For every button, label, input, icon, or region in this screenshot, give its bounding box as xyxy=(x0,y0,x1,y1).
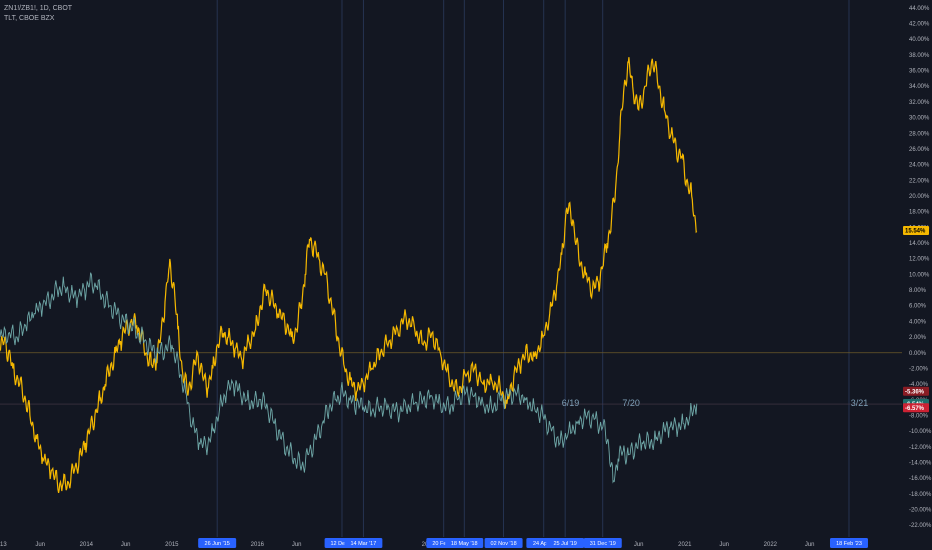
x-tick-label: 2016 xyxy=(251,542,265,548)
y-tick-label: -4.00% xyxy=(909,382,929,388)
highlight-date-badge xyxy=(445,538,484,548)
price-badge-label: 15.54% xyxy=(905,229,926,235)
highlight-date-badge xyxy=(484,538,523,548)
highlight-date-badge xyxy=(344,538,383,548)
highlight-date-label: 02 Nov '18 xyxy=(491,541,517,547)
x-tick-label: 2013 xyxy=(0,542,7,548)
y-tick-label: 18.00% xyxy=(909,210,930,216)
highlight-date-label: 12 Dec '1 xyxy=(330,541,353,547)
y-tick-label: 6.00% xyxy=(909,304,927,310)
y-tick-label: 26.00% xyxy=(909,147,930,153)
x-tick-label: Jun xyxy=(805,542,815,548)
y-tick-label: 36.00% xyxy=(909,69,930,75)
y-tick-label: 10.00% xyxy=(909,272,930,278)
y-tick-label: 12.00% xyxy=(909,257,930,263)
series-line-1 xyxy=(0,57,698,494)
y-tick-label: -16.00% xyxy=(909,476,932,482)
y-tick-label: 0.00% xyxy=(909,351,927,357)
y-tick-label: -18.00% xyxy=(909,492,932,498)
price-badge-label: -5.36% xyxy=(905,390,925,396)
y-tick-label: 2.00% xyxy=(909,335,927,341)
highlight-date-badge xyxy=(583,538,622,548)
y-tick-label: -12.00% xyxy=(909,445,932,451)
price-badge xyxy=(903,403,929,413)
y-tick-label: 28.00% xyxy=(909,131,930,137)
y-tick-label: 34.00% xyxy=(909,84,930,90)
highlight-date-label: 20 Feb '1 xyxy=(432,541,455,547)
y-tick-label: 30.00% xyxy=(909,116,930,122)
y-tick-label: -2.00% xyxy=(909,366,929,372)
y-tick-label: 40.00% xyxy=(909,37,930,43)
y-tick-label: 24.00% xyxy=(909,163,930,169)
y-tick-label: 14.00% xyxy=(909,241,930,247)
x-tick-label: 2015 xyxy=(165,542,179,548)
y-tick-label: 8.00% xyxy=(909,288,927,294)
y-tick-label: -14.00% xyxy=(909,461,932,467)
y-tick-label: 4.00% xyxy=(909,319,927,325)
price-badge-label: -6.57% xyxy=(905,406,925,412)
y-tick-label: 22.00% xyxy=(909,178,930,184)
y-tick-label: 44.00% xyxy=(909,6,930,12)
x-tick-label: Jun xyxy=(35,542,45,548)
y-tick-label: -8.00% xyxy=(909,413,929,419)
y-tick-label: 32.00% xyxy=(909,100,930,106)
y-tick-label: 42.00% xyxy=(909,22,930,28)
x-tick-label: Jun xyxy=(121,542,131,548)
series-marker-label: 7/20 xyxy=(622,398,640,408)
legend-series-1: ZN1!/ZB1!, 1D, CBOT xyxy=(4,5,73,12)
highlight-date-badge xyxy=(546,538,585,548)
series-marker-label: 6/19 xyxy=(562,398,580,408)
x-tick-label: Jun xyxy=(719,542,729,548)
highlight-date-label: 18 May '18 xyxy=(451,541,478,547)
legend-series-2: TLT, CBOE BZX xyxy=(4,15,55,22)
y-tick-label: -20.00% xyxy=(909,508,932,514)
y-tick-label: 38.00% xyxy=(909,53,930,59)
highlight-date-label: 31 Dec '19 xyxy=(590,541,616,547)
x-tick-label: 2014 xyxy=(80,542,94,548)
x-tick-label: Jun xyxy=(292,542,302,548)
y-tick-label: -10.00% xyxy=(909,429,932,435)
x-tick-label: Jun xyxy=(634,542,644,548)
x-tick-label: 2022 xyxy=(764,542,778,548)
highlight-date-badge xyxy=(829,538,868,548)
series-marker-label: 3/21 xyxy=(851,398,869,408)
x-tick-label: 2021 xyxy=(678,542,692,548)
y-tick-label: 20.00% xyxy=(909,194,930,200)
highlight-date-label: 24 Apr '1 xyxy=(533,541,555,547)
highlight-date-label: 18 Feb '23 xyxy=(836,541,862,547)
highlight-date-label: 25 Jul '19 xyxy=(553,541,576,547)
highlight-date-label: 26 Jun '15 xyxy=(205,541,230,547)
price-badge xyxy=(903,386,929,396)
price-badge xyxy=(903,225,929,235)
y-tick-label: -22.00% xyxy=(909,523,932,529)
series-line-2 xyxy=(0,272,698,484)
highlight-date-badge xyxy=(198,538,237,548)
highlight-date-label: 14 Mar '17 xyxy=(350,541,376,547)
